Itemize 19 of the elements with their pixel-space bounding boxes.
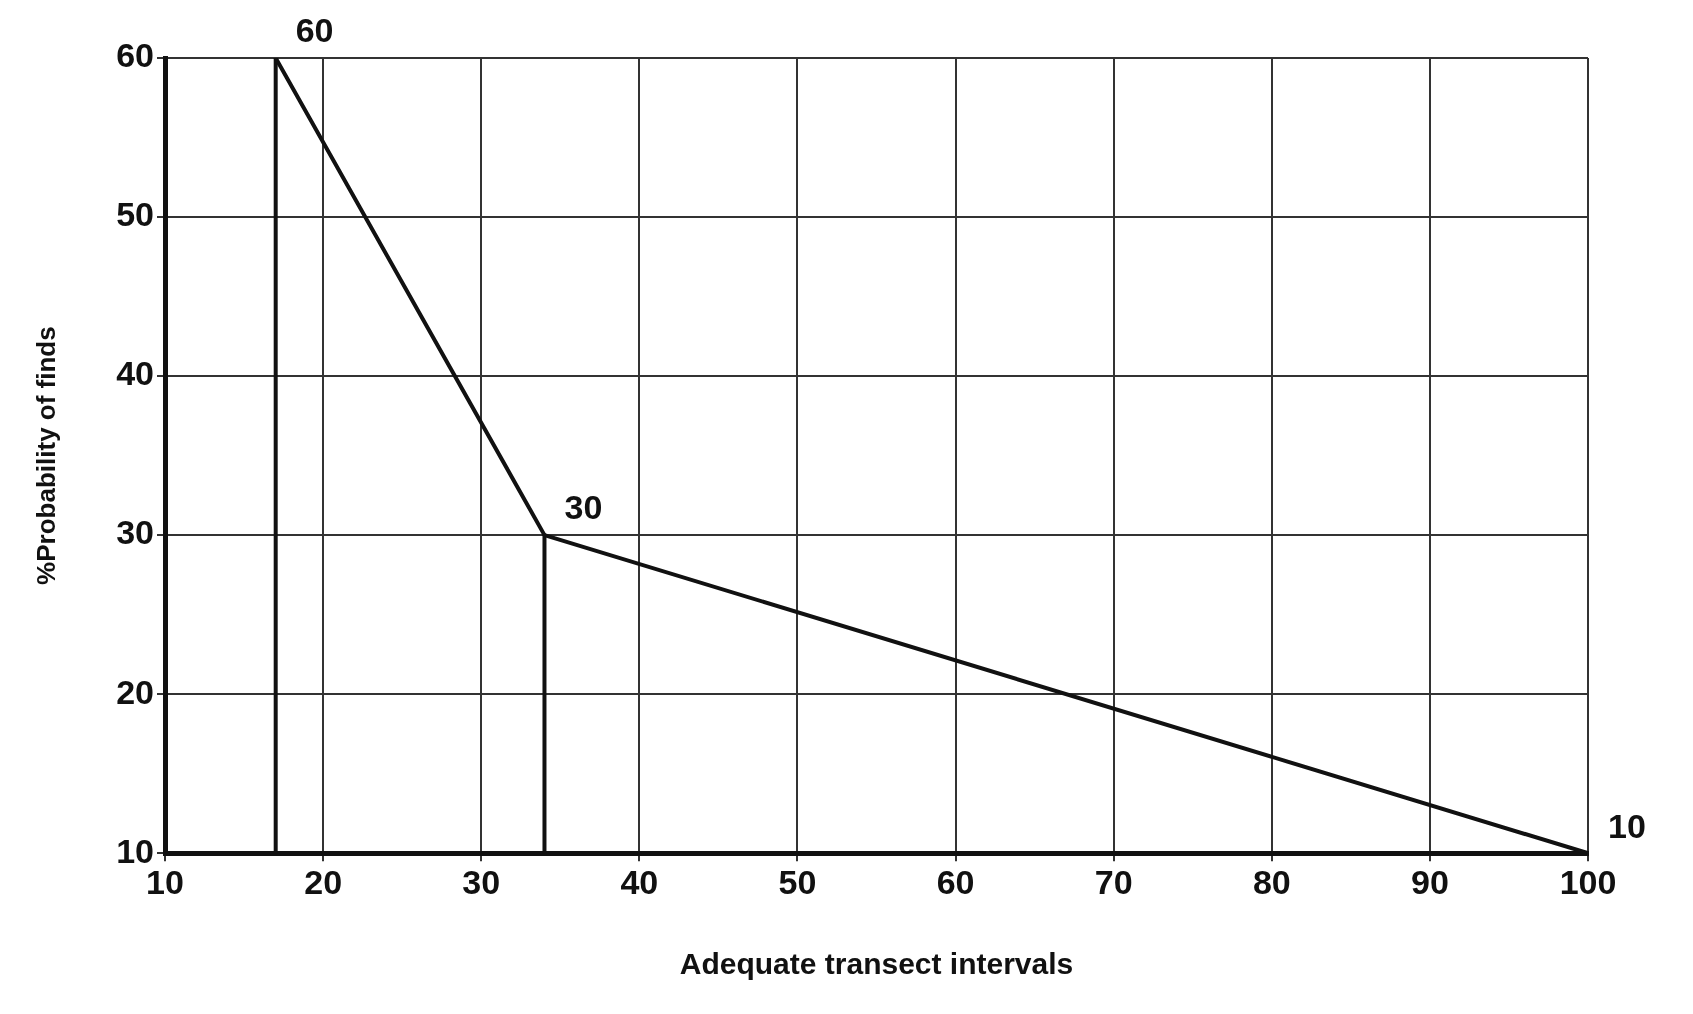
y-tick-label: 30 <box>116 513 155 552</box>
y-tick-label: 50 <box>116 195 155 234</box>
y-axis-title: %Probability of finds <box>30 326 61 585</box>
x-tick-label: 50 <box>778 862 817 901</box>
y-tick-label: 40 <box>116 354 155 393</box>
x-axis-title: Adequate transect intervals <box>679 947 1074 981</box>
x-tick-label: 30 <box>462 862 501 901</box>
x-tick-label: 90 <box>1410 862 1449 901</box>
data-label: 30 <box>564 488 603 527</box>
y-tick-label: 20 <box>116 672 155 711</box>
x-tick-label: 40 <box>620 862 659 901</box>
x-tick-label: 70 <box>1094 862 1133 901</box>
x-tick-label: 20 <box>304 862 343 901</box>
x-tick-label: 60 <box>936 862 975 901</box>
y-tick-label: 60 <box>116 36 155 75</box>
x-tick-label: 80 <box>1252 862 1291 901</box>
x-tick-label: 100 <box>1559 862 1617 901</box>
data-label: 10 <box>1608 806 1646 845</box>
data-label: 60 <box>295 11 334 50</box>
